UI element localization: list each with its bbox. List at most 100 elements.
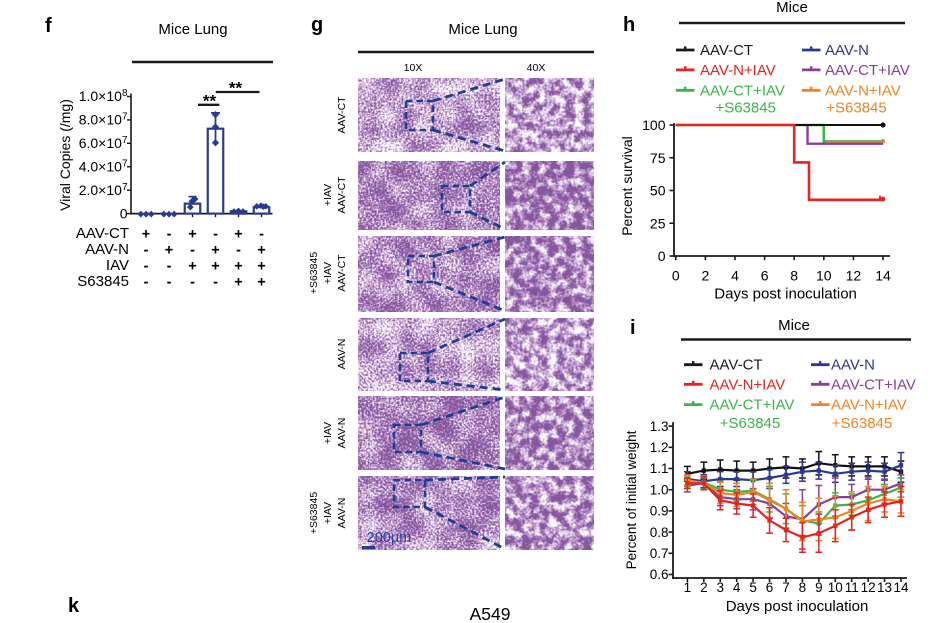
svg-text:+S63845: +S63845 <box>832 415 892 432</box>
svg-text:8: 8 <box>799 580 807 595</box>
svg-text:-: - <box>144 243 149 259</box>
svg-text:2: 2 <box>702 268 710 284</box>
svg-text:AAV-N: AAV-N <box>85 241 129 258</box>
svg-text:AAV-CT: AAV-CT <box>336 254 348 292</box>
svg-text:+: + <box>257 259 265 275</box>
svg-text:AAV-N+IAV: AAV-N+IAV <box>825 82 901 99</box>
svg-text:Mice: Mice <box>778 317 810 334</box>
svg-text:7: 7 <box>782 580 790 595</box>
svg-text:40X: 40X <box>527 62 546 74</box>
svg-text:3: 3 <box>717 580 725 595</box>
svg-text:10: 10 <box>828 580 843 595</box>
svg-text:-: - <box>190 243 195 259</box>
svg-text:+: + <box>142 227 150 243</box>
svg-text:f: f <box>45 15 52 37</box>
svg-text:1.0: 1.0 <box>650 482 669 497</box>
svg-text:AAV-N: AAV-N <box>336 498 348 529</box>
svg-text:5: 5 <box>749 580 757 595</box>
svg-text:Mice Lung: Mice Lung <box>158 21 227 38</box>
svg-text:6: 6 <box>761 268 769 284</box>
svg-text:Percent survival: Percent survival <box>619 136 635 236</box>
svg-text:Mice Lung: Mice Lung <box>448 21 517 38</box>
svg-text:AAV-CT: AAV-CT <box>710 357 763 374</box>
svg-text:2: 2 <box>700 580 708 595</box>
svg-text:14: 14 <box>893 580 909 595</box>
svg-text:+: + <box>211 259 219 275</box>
svg-text:12: 12 <box>861 580 876 595</box>
svg-text:-: - <box>213 227 218 243</box>
svg-text:4: 4 <box>731 268 739 284</box>
svg-text:-: - <box>213 275 218 291</box>
svg-text:g: g <box>311 14 323 36</box>
svg-text:-: - <box>144 275 149 291</box>
svg-text:-: - <box>144 259 149 275</box>
svg-text:0: 0 <box>658 248 666 264</box>
svg-text:+: + <box>188 259 196 275</box>
svg-text:AAV-N+IAV: AAV-N+IAV <box>831 397 907 414</box>
svg-text:Mice: Mice <box>776 0 808 16</box>
svg-text:8: 8 <box>790 268 798 284</box>
svg-text:4: 4 <box>733 580 741 595</box>
svg-text:Days post inoculation: Days post inoculation <box>726 598 869 615</box>
svg-text:Days post inoculation: Days post inoculation <box>714 286 857 303</box>
svg-text:+: + <box>211 243 219 259</box>
svg-text:1: 1 <box>684 580 692 595</box>
svg-text:+S63845: +S63845 <box>826 100 886 117</box>
svg-text:0.6: 0.6 <box>650 567 669 582</box>
svg-text:4.0×107: 4.0×107 <box>79 158 128 175</box>
svg-text:+IAV: +IAV <box>322 502 334 524</box>
svg-text:-: - <box>167 227 172 243</box>
svg-text:+S63845: +S63845 <box>308 492 320 534</box>
svg-text:S63845: S63845 <box>77 273 129 290</box>
svg-text:AAV-CT: AAV-CT <box>336 96 348 134</box>
svg-text:+: + <box>234 259 242 275</box>
svg-text:1.2: 1.2 <box>650 440 669 455</box>
svg-text:Percent of initial weight: Percent of initial weight <box>624 430 639 569</box>
svg-text:0: 0 <box>672 268 680 284</box>
svg-text:9: 9 <box>815 580 823 595</box>
svg-text:50: 50 <box>650 183 666 199</box>
svg-text:+: + <box>234 227 242 243</box>
svg-text:8.0×107: 8.0×107 <box>79 111 128 128</box>
svg-text:-: - <box>259 227 264 243</box>
svg-text:AAV-N+IAV: AAV-N+IAV <box>700 62 776 79</box>
svg-text:AAV-CT+IAV: AAV-CT+IAV <box>700 82 785 99</box>
svg-text:i: i <box>630 317 636 339</box>
svg-text:+IAV: +IAV <box>322 262 334 284</box>
svg-text:0.7: 0.7 <box>650 546 669 561</box>
svg-text:IAV: IAV <box>106 257 129 274</box>
svg-text:AAV-CT: AAV-CT <box>76 225 129 242</box>
svg-text:1.0×108: 1.0×108 <box>79 88 128 105</box>
svg-text:25: 25 <box>650 215 666 231</box>
svg-text:10X: 10X <box>404 62 423 74</box>
svg-text:1.3: 1.3 <box>650 419 669 434</box>
svg-text:12: 12 <box>846 268 862 284</box>
svg-text:6.0×107: 6.0×107 <box>79 135 128 152</box>
svg-text:2.0×107: 2.0×107 <box>79 181 128 198</box>
svg-text:+: + <box>257 243 265 259</box>
svg-text:0.8: 0.8 <box>650 525 669 540</box>
svg-text:0.9: 0.9 <box>650 504 669 519</box>
svg-text:AAV-CT: AAV-CT <box>700 42 753 59</box>
svg-text:+IAV: +IAV <box>322 184 334 206</box>
svg-text:10: 10 <box>816 268 832 284</box>
svg-text:**: ** <box>203 92 217 111</box>
svg-text:Viral Copies (/mg): Viral Copies (/mg) <box>57 99 73 211</box>
svg-text:-: - <box>167 275 172 291</box>
svg-text:75: 75 <box>650 150 666 166</box>
svg-text:k: k <box>68 595 80 617</box>
svg-text:AAV-N+IAV: AAV-N+IAV <box>710 376 786 393</box>
svg-text:AAV-CT+IAV: AAV-CT+IAV <box>825 62 910 79</box>
svg-text:6: 6 <box>766 580 774 595</box>
svg-text:14: 14 <box>875 268 891 284</box>
svg-text:-: - <box>167 259 172 275</box>
svg-text:+S63845: +S63845 <box>715 100 775 117</box>
svg-text:1.1: 1.1 <box>650 461 669 476</box>
svg-text:100: 100 <box>642 117 666 133</box>
svg-text:AAV-N: AAV-N <box>825 42 869 59</box>
svg-text:+IAV: +IAV <box>322 422 334 444</box>
svg-text:h: h <box>623 14 635 36</box>
svg-text:AAV-N: AAV-N <box>831 357 875 374</box>
svg-text:A549: A549 <box>470 604 511 623</box>
svg-text:13: 13 <box>877 580 892 595</box>
